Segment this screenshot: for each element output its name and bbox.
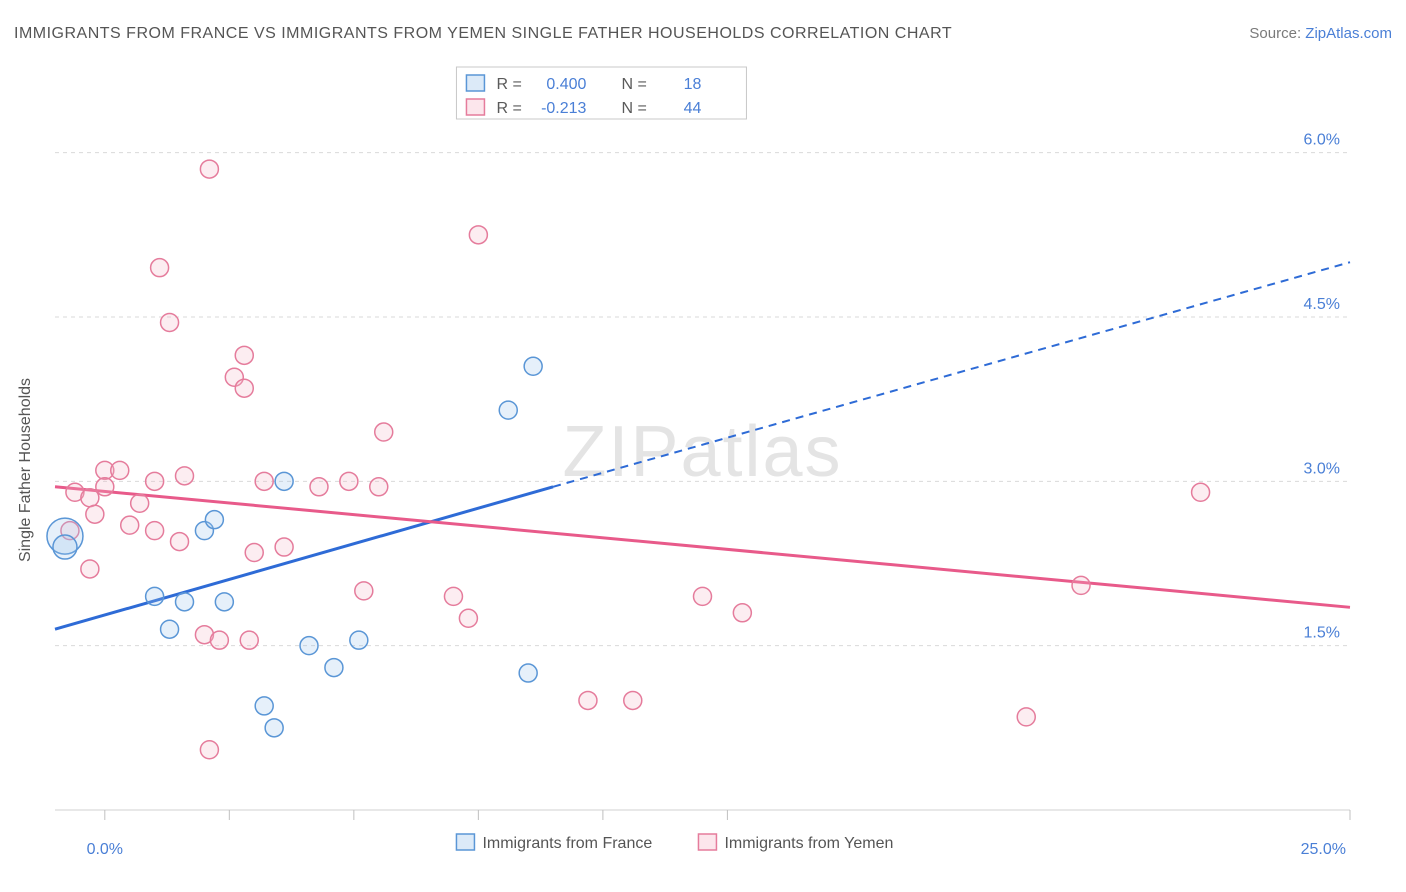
data-point-yemen [131,494,149,512]
stat-n-label: N = [621,100,646,117]
x-max-label: 25.0% [1301,841,1346,858]
stat-n-value: 18 [684,76,702,93]
data-point-yemen [171,533,189,551]
data-point-yemen [81,560,99,578]
data-point-yemen [161,313,179,331]
data-point-france [176,593,194,611]
data-point-yemen [459,609,477,627]
source-link[interactable]: ZipAtlas.com [1305,25,1392,42]
data-point-yemen [469,226,487,244]
stat-n-value: 44 [684,100,702,117]
stat-n-label: N = [621,76,646,93]
data-point-france [519,664,537,682]
data-point-yemen [1017,708,1035,726]
data-point-france [161,620,179,638]
data-point-france [255,697,273,715]
legend-label: Immigrants from France [482,835,652,852]
data-point-yemen [86,505,104,523]
stat-r-value: -0.213 [541,100,586,117]
legend-swatch [456,834,474,850]
legend-swatch [698,834,716,850]
stat-r-value: 0.400 [546,76,586,93]
data-point-yemen [370,478,388,496]
trendline-france-dashed [553,262,1350,487]
trendline-france-solid [55,487,553,629]
data-point-yemen [81,489,99,507]
data-point-yemen [240,631,258,649]
data-point-yemen [310,478,328,496]
data-point-yemen [111,461,129,479]
data-point-france [325,659,343,677]
data-point-yemen [375,423,393,441]
y-tick-label: 4.5% [1304,296,1340,313]
x-min-label: 0.0% [87,841,123,858]
data-point-yemen [1192,483,1210,501]
watermark: ZIPatlas [562,412,842,492]
data-point-yemen [200,741,218,759]
data-point-yemen [245,544,263,562]
data-point-france [205,511,223,529]
data-point-yemen [340,472,358,490]
legend-label: Immigrants from Yemen [724,835,893,852]
data-point-yemen [1072,576,1090,594]
data-point-france [499,401,517,419]
stat-r-label: R = [496,76,521,93]
data-point-yemen [733,604,751,622]
chart-svg: IMMIGRANTS FROM FRANCE VS IMMIGRANTS FRO… [0,0,1406,892]
data-point-france [300,637,318,655]
data-point-yemen [235,379,253,397]
data-point-yemen [146,522,164,540]
source-text: Source: ZipAtlas.com [1249,25,1392,42]
data-point-france [265,719,283,737]
stat-r-label: R = [496,100,521,117]
stats-swatch [466,75,484,91]
correlation-chart: IMMIGRANTS FROM FRANCE VS IMMIGRANTS FRO… [0,0,1406,892]
data-point-yemen [624,691,642,709]
data-point-yemen [694,587,712,605]
y-tick-label: 1.5% [1304,625,1340,642]
data-point-yemen [235,346,253,364]
y-axis-label: Single Father Households [17,378,34,562]
data-point-yemen [579,691,597,709]
data-point-yemen [275,538,293,556]
data-point-yemen [444,587,462,605]
data-point-yemen [121,516,139,534]
y-tick-label: 6.0% [1304,132,1340,149]
data-point-yemen [255,472,273,490]
data-point-yemen [96,478,114,496]
y-tick-label: 3.0% [1304,460,1340,477]
data-point-yemen [200,160,218,178]
chart-title: IMMIGRANTS FROM FRANCE VS IMMIGRANTS FRO… [14,25,952,42]
data-point-yemen [355,582,373,600]
data-point-yemen [176,467,194,485]
data-point-france [146,587,164,605]
data-point-france [524,357,542,375]
data-point-france [275,472,293,490]
data-point-france [350,631,368,649]
data-point-yemen [210,631,228,649]
stats-swatch [466,99,484,115]
data-point-france [215,593,233,611]
plot-area: 1.5% 3.0% 4.5% 6.0% ZIPatlas 0.0% 25.0% R = 0.40… [47,67,1350,858]
data-point-france [53,535,77,559]
data-point-yemen [146,472,164,490]
data-point-yemen [151,259,169,277]
